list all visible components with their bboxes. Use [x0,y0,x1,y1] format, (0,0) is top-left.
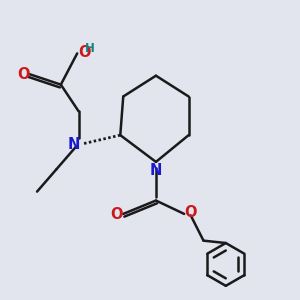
Text: H: H [85,42,94,55]
Text: O: O [17,67,29,82]
Text: N: N [150,164,162,178]
Text: O: O [110,207,123,222]
Text: N: N [68,136,80,152]
Text: O: O [79,45,91,60]
Text: O: O [184,205,197,220]
